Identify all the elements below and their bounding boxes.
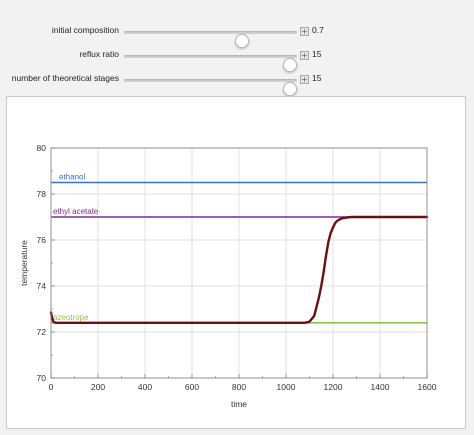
y-tick-label: 76 bbox=[37, 235, 47, 245]
x-tick-label: 400 bbox=[138, 382, 152, 392]
theoretical-stages-label: number of theoretical stages bbox=[11, 73, 119, 83]
initial-composition-slider[interactable] bbox=[124, 31, 297, 48]
y-axis-label: temperature bbox=[19, 240, 29, 286]
initial-composition-slider-thumb[interactable] bbox=[235, 34, 250, 48]
x-tick-label: 1600 bbox=[418, 382, 437, 392]
y-tick-label: 70 bbox=[37, 373, 47, 383]
x-tick-label: 800 bbox=[232, 382, 246, 392]
x-tick-label: 1000 bbox=[277, 382, 296, 392]
y-tick-label: 74 bbox=[37, 281, 47, 291]
y-tick-label: 72 bbox=[37, 327, 47, 337]
plot-panel: ethanol ethyl acetate azeotrope 0 200 400 600… bbox=[6, 96, 466, 429]
control-initial-composition: initial composition + 0.7 bbox=[0, 22, 474, 48]
theoretical-stages-slider-thumb[interactable] bbox=[283, 82, 297, 96]
theoretical-stages-slider[interactable] bbox=[124, 79, 297, 96]
x-tick-label: 1400 bbox=[371, 382, 390, 392]
theoretical-stages-value: 15 bbox=[312, 73, 322, 83]
y-tick-label: 80 bbox=[37, 143, 47, 153]
reflux-ratio-value: 15 bbox=[312, 49, 322, 59]
azeotrope-label: azeotrope bbox=[53, 313, 89, 322]
ethanol-label: ethanol bbox=[59, 173, 85, 182]
ethyl-acetate-label: ethyl acetate bbox=[53, 207, 99, 216]
x-tick-label: 200 bbox=[91, 382, 105, 392]
temperature-chart: ethanol ethyl acetate azeotrope 0 200 400 600… bbox=[19, 143, 437, 409]
y-tick-label: 78 bbox=[37, 189, 47, 199]
x-tick-label: 600 bbox=[185, 382, 199, 392]
reflux-ratio-plus-icon[interactable]: + bbox=[300, 51, 309, 60]
x-tick-label: 0 bbox=[49, 382, 54, 392]
reflux-ratio-slider-thumb[interactable] bbox=[283, 58, 297, 72]
control-reflux-ratio: reflux ratio + 15 bbox=[0, 46, 474, 72]
theoretical-stages-plus-icon[interactable]: + bbox=[300, 75, 309, 84]
x-axis-label: time bbox=[231, 399, 247, 409]
initial-composition-value: 0.7 bbox=[312, 25, 324, 35]
reflux-ratio-slider[interactable] bbox=[124, 55, 297, 72]
initial-composition-label: initial composition bbox=[51, 25, 119, 35]
x-tick-label: 1200 bbox=[324, 382, 343, 392]
control-theoretical-stages: number of theoretical stages + 15 bbox=[0, 70, 474, 96]
controls-panel: initial composition + 0.7 reflux ratio +… bbox=[0, 0, 474, 96]
reflux-ratio-label: reflux ratio bbox=[79, 49, 119, 59]
initial-composition-plus-icon[interactable]: + bbox=[300, 27, 309, 36]
temperature-series-line bbox=[49, 215, 429, 324]
